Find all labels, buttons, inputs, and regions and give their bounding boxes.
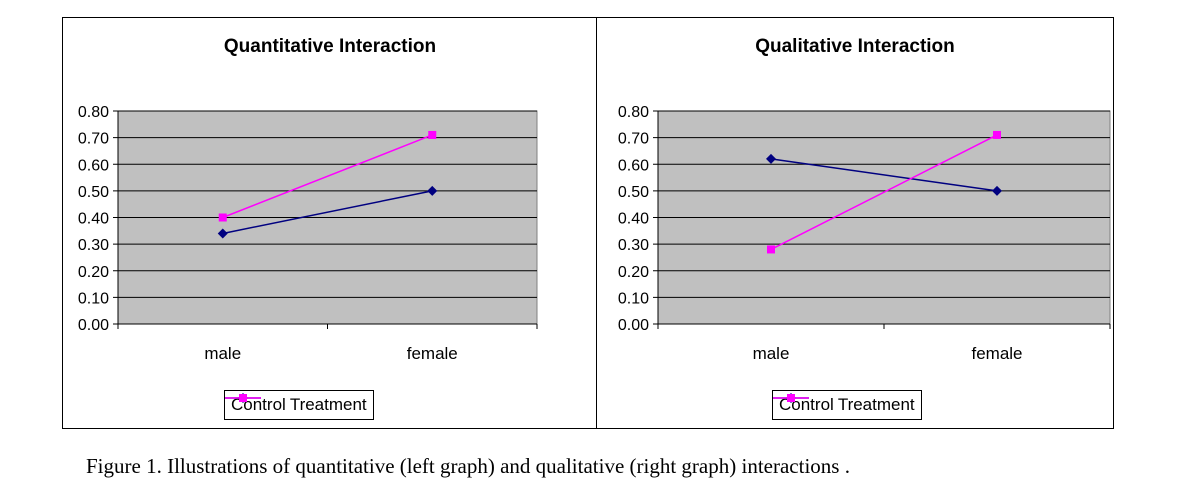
data-point-treatment — [218, 213, 227, 222]
left-chart-svg: 0.00 0.10 0.20 0.30 0.40 0.50 0.60 0.70 0.80 male… — [78, 104, 538, 363]
data-point-treatment — [767, 245, 775, 254]
x-tick-label: female — [971, 344, 1022, 363]
y-tick-label: 0.20 — [618, 264, 649, 281]
series-line-treatment — [222, 134, 433, 219]
y-tick-label: 0.50 — [618, 184, 649, 201]
y-tick-label: 0.20 — [78, 264, 109, 281]
y-tick-label: 0.70 — [618, 131, 649, 148]
y-tick-label: 0.80 — [78, 104, 109, 121]
right-chart-panel: Qualitative Interaction 0.00 0.10 0.20 0.30… — [596, 17, 1114, 429]
y-tick-label: 0.50 — [78, 184, 109, 201]
y-tick-label: 0.10 — [618, 290, 649, 307]
y-tick-label: 0.40 — [78, 211, 109, 228]
chart-title: Quantitative Interaction — [223, 36, 437, 57]
legend-item-treatment: Treatment — [773, 394, 915, 415]
y-tick-label: 0.60 — [78, 157, 109, 174]
chart-legend: Control Treatment — [772, 390, 922, 420]
y-tick-label: 0.40 — [618, 211, 649, 228]
x-tick-label: male — [753, 344, 790, 363]
legend-label-treatment: Treatment — [837, 395, 915, 414]
series-line-control — [222, 190, 433, 235]
y-tick-label: 0.80 — [618, 104, 649, 121]
legend-label-treatment: Treatment — [289, 395, 367, 414]
right-chart-svg: 0.00 0.10 0.20 0.30 0.40 0.50 0.60 0.70 0.80 male… — [618, 104, 1111, 363]
y-tick-label: 0.10 — [78, 290, 109, 307]
data-point-treatment — [428, 130, 437, 139]
data-point-control — [992, 185, 1002, 196]
legend-item-treatment: Treatment — [225, 394, 367, 415]
data-point-treatment — [993, 130, 1001, 139]
y-tick-label: 0.70 — [78, 131, 109, 148]
chart-title: Qualitative Interaction — [755, 36, 955, 57]
treatment-line-square-icon — [773, 394, 809, 402]
x-tick-label: female — [407, 344, 458, 363]
y-tick-label: 0.60 — [618, 157, 649, 174]
x-tick-label: male — [204, 344, 241, 363]
y-tick-label: 0.30 — [78, 237, 109, 254]
y-tick-label: 0.30 — [618, 237, 649, 254]
data-point-control — [427, 185, 438, 196]
data-point-control — [217, 228, 228, 239]
figure-caption: Figure 1. Illustrations of quantitative … — [86, 454, 850, 478]
left-chart-panel: Quantitative Interaction 0.00 0.10 0.20 0.3… — [62, 17, 598, 429]
series-line-treatment — [770, 134, 998, 251]
y-tick-label: 0.00 — [618, 317, 649, 334]
series-line-control — [770, 158, 998, 192]
treatment-line-square-icon — [225, 394, 261, 402]
y-tick-label: 0.00 — [78, 317, 109, 334]
data-point-control — [766, 153, 776, 164]
chart-legend: Control Treatment — [224, 390, 374, 420]
